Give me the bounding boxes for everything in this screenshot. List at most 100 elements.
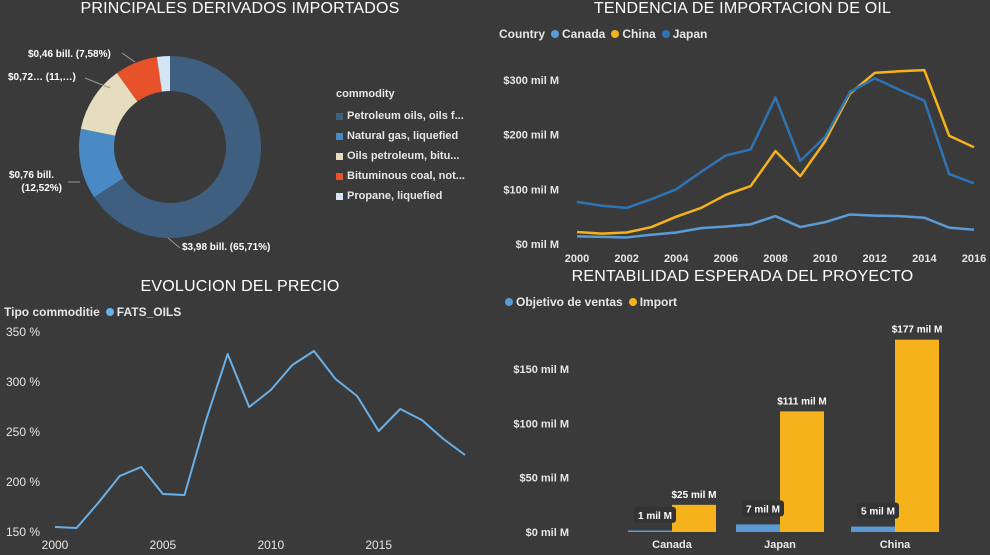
legend-item[interactable]: Objetivo de ventas [505,295,623,309]
leader-line [167,237,181,249]
legend-marker [505,298,513,306]
legend-marker [551,30,559,38]
x-tick-label: 2012 [863,253,887,265]
legend-label: Bituminous coal, not... [347,170,465,182]
price-legend-title: Tipo commoditie [4,305,100,319]
profit-chart: $0 mil M $50 mil M $100 mil M $150 mil M Can… [513,325,943,551]
legend-marker [336,172,343,180]
x-tick-label: 2002 [614,253,638,265]
bar-objetivo [851,526,895,532]
y-tick-label: $200 mil M [503,130,559,142]
y-tick-label: $100 mil M [503,184,559,196]
x-tick-label: 2000 [565,253,589,265]
donut-panel: PRINCIPALES DERIVADOS IMPORTADOS $3,98 b… [0,0,490,270]
series-line [54,350,466,529]
legend-marker [628,298,637,306]
data-label-bg [742,500,784,517]
bar-data-label: $111 mil M [777,396,826,407]
series-line [576,68,975,235]
oil-trend-legend: Country Canada China Japan [499,27,713,41]
bar-data-label: 1 mil M [638,511,672,522]
legend-item[interactable]: Oils petroleum, bitu... [336,146,465,166]
y-tick-label: $300 mil M [503,75,559,87]
profit-title: RENTABILIDAD ESPERADA DEL PROYECTO [571,268,914,285]
donut-slice [80,73,138,136]
legend-item[interactable]: Bituminous coal, not... [336,166,465,186]
donut-legend-title: commodity [336,88,395,100]
legend-item[interactable]: Canada [551,27,605,41]
x-tick-label: Canada [652,539,693,551]
bar-objetivo [736,524,780,532]
y-tick-label: 200 % [6,475,40,489]
legend-item[interactable]: FATS_OILS [105,305,181,319]
slice-data-label: $0,72… (11,…) [8,72,76,83]
legend-label: Import [639,295,678,309]
donut-slice [156,56,170,92]
legend-label: Propane, liquefied [347,190,443,202]
x-tick-label: 2005 [150,538,177,552]
y-tick-label: 300 % [6,375,40,389]
legend-item[interactable]: China [611,27,656,41]
y-tick-label: 350 % [6,325,40,339]
donut-slice [116,56,162,102]
legend-item[interactable]: Japan [661,27,708,41]
x-tick-label: 2016 [962,253,986,265]
oil-trend-panel: TENDENCIA DE IMPORTACION DE OIL Country … [495,0,990,270]
x-tick-label: China [880,539,911,551]
data-label-bg [634,506,676,523]
price-chart: 150 % 200 % 250 % 300 % 350 % 2000 2005 2010 201… [6,325,466,552]
x-tick-label: 2015 [365,538,392,552]
slice-data-label: $0,76 bill. (12,52%) [9,170,62,194]
donut-legend: commodity Petroleum oils, oils f... Natur… [336,88,465,206]
x-tick-label: 2004 [664,253,689,265]
y-tick-label: $150 mil M [513,364,569,376]
x-tick-label: 2014 [912,253,937,265]
legend-marker [336,152,343,160]
series-line [576,77,975,210]
legend-marker [661,30,670,38]
y-tick-label: 250 % [6,425,40,439]
oil-trend-legend-title: Country [499,27,545,41]
legend-item[interactable]: Petroleum oils, oils f... [336,106,465,126]
bar-import [895,339,939,532]
x-tick-label: 2006 [714,253,738,265]
x-tick-label: 2010 [813,253,837,265]
legend-item[interactable]: Propane, liquefied [336,186,465,206]
data-label-bg [857,502,899,519]
legend-item[interactable]: Import [628,295,678,309]
y-tick-label: $0 mil M [516,239,559,251]
y-tick-label: $100 mil M [513,418,569,430]
profit-panel: RENTABILIDAD ESPERADA DEL PROYECTO Objet… [495,268,990,555]
bar-data-label: 5 mil M [861,507,895,518]
bar-objetivo [628,530,672,532]
legend-item[interactable]: Natural gas, liquefied [336,126,465,146]
y-tick-label: 150 % [6,525,40,539]
profit-legend: Objetivo de ventas Import [505,295,683,309]
legend-label: Japan [672,27,708,41]
oil-trend-chart: $0 mil M $100 mil M $200 mil M $300 mil M 20… [503,68,986,265]
slice-data-label: $3,98 bill. (65,71%) [182,242,270,253]
legend-marker [336,112,343,120]
bar-data-label: $177 mil M [892,325,943,336]
y-tick-label: $0 mil M [526,527,569,539]
bar-data-label: 7 mil M [746,504,780,515]
slice-data-label: $0,46 bill. (7,58%) [28,49,111,60]
leader-line [121,52,136,63]
donut-slice [79,128,124,198]
donut-title: PRINCIPALES DERIVADOS IMPORTADOS [80,0,400,17]
oil-trend-title: TENDENCIA DE IMPORTACION DE OIL [593,0,892,17]
legend-label: Petroleum oils, oils f... [347,110,464,122]
bar-data-label: $25 mil M [671,490,716,501]
x-tick-label: Japan [764,539,796,551]
series-line [576,213,975,239]
leader-line [84,77,111,89]
price-panel: EVOLUCION DEL PRECIO Tipo commoditie FAT… [0,272,490,555]
x-tick-label: 2010 [257,538,284,552]
donut-chart: $3,98 bill. (65,71%) $0,76 bill. (12,52%) $… [8,49,270,253]
legend-label: Canada [562,27,606,41]
price-title: EVOLUCION DEL PRECIO [140,278,340,295]
legend-marker [611,30,620,38]
x-tick-label: 2000 [42,538,69,552]
bar-import [780,411,824,532]
legend-marker [105,308,114,316]
